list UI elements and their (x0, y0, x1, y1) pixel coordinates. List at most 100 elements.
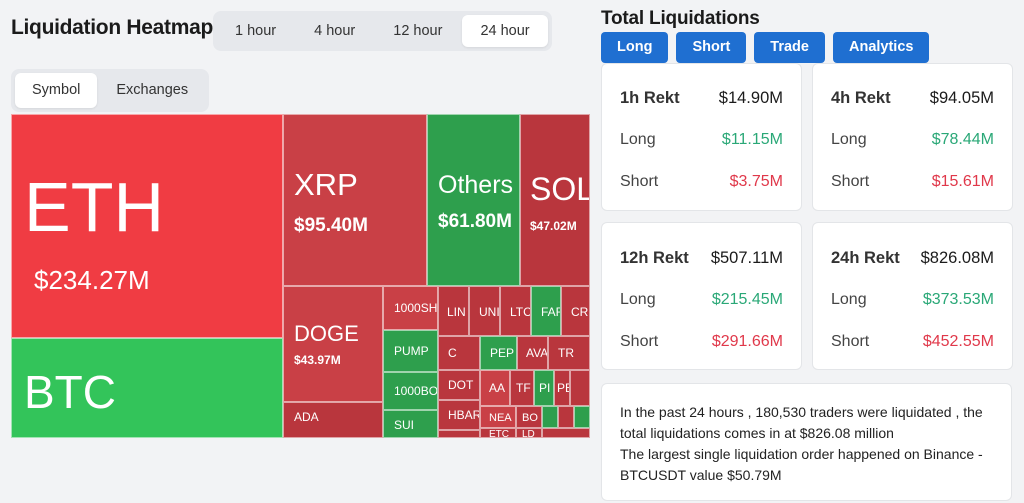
time-filter-group: 1 hour 4 hour 12 hour 24 hour (213, 11, 552, 51)
card-total: $507.11M (710, 249, 783, 267)
tile-ldo[interactable]: LD (516, 428, 542, 438)
tile-symbol: ETH (24, 168, 164, 246)
group-filter-symbol[interactable]: Symbol (15, 73, 98, 108)
tile-trx[interactable]: TR (548, 336, 590, 370)
tile-small-a[interactable] (570, 370, 590, 406)
group-filter: Symbol Exchanges (11, 69, 210, 112)
time-filter-1h[interactable]: 1 hour (235, 23, 277, 39)
card-short-row: Short $291.66M (620, 333, 783, 351)
time-filter-4h[interactable]: 4 hour (314, 23, 356, 39)
tile-link[interactable]: LIN (438, 286, 469, 336)
card-long-row: Long $11.15M (620, 131, 783, 149)
tile-xrp[interactable]: XRP $95.40M (283, 114, 427, 286)
tile-tf[interactable]: TF (510, 370, 534, 406)
tile-symbol: XRP (294, 167, 358, 202)
short-label: Short (620, 173, 659, 190)
tile-symbol: TF (516, 381, 531, 395)
tile-symbol: AA (489, 381, 506, 395)
liquidation-summary: In the past 24 hours , 180,530 traders w… (601, 383, 1012, 501)
tile-near[interactable]: NEA (480, 406, 516, 428)
tile-symbol: C (448, 346, 457, 360)
tile-avax[interactable]: AVA (517, 336, 548, 370)
card-total: $14.90M (718, 89, 783, 107)
card-period: 24h Rekt (831, 249, 900, 267)
card-header-row: 12h Rekt $507.11M (620, 249, 783, 268)
tile-1000bonk[interactable]: 1000BO (383, 372, 438, 410)
tile-pepe[interactable]: PEP (480, 336, 517, 370)
rekt-card-24h: 24h Rekt $826.08M Long $373.53M Short $4… (812, 222, 1013, 370)
long-value: $373.53M (922, 291, 994, 308)
tile-sol[interactable]: SOL $47.02M (520, 114, 590, 286)
tile-sui[interactable]: SUI (383, 410, 438, 438)
tile-hbar[interactable]: HBAR (438, 400, 480, 430)
tab-long[interactable]: Long (601, 32, 669, 63)
tile-etc[interactable]: ETC (480, 428, 516, 438)
tile-cro[interactable]: CRO (561, 286, 590, 336)
rekt-card-12h: 12h Rekt $507.11M Long $215.45M Short $2… (601, 222, 802, 370)
tile-ltc[interactable]: LTC (500, 286, 531, 336)
tile-symbol: ADA (294, 410, 319, 424)
tile-ada[interactable]: ADA (283, 402, 383, 438)
short-label: Short (620, 333, 659, 350)
tile-pb[interactable]: PB (554, 370, 570, 406)
tile-symbol: 1000SH (394, 301, 438, 315)
tile-eth[interactable]: ETH $234.27M (11, 114, 283, 338)
tab-trade[interactable]: Trade (754, 32, 825, 63)
card-long-row: Long $78.44M (831, 131, 994, 149)
tile-far[interactable]: FAR (531, 286, 561, 336)
tile-symbol: CRO (571, 305, 589, 319)
tile-others[interactable]: Others $61.80M (427, 114, 520, 286)
tile-symbol: Others (438, 171, 514, 199)
long-value: $215.45M (711, 291, 783, 308)
tile-bonk[interactable]: BO (516, 406, 542, 428)
long-label: Long (831, 291, 867, 308)
tile-small-f[interactable] (542, 428, 590, 438)
tile-symbol: UNI (479, 305, 500, 319)
tile-uni[interactable]: UNI (469, 286, 500, 336)
tab-analytics[interactable]: Analytics (832, 32, 930, 63)
tile-symbol: LTC (510, 305, 531, 319)
totals-title: Total Liquidations (601, 8, 760, 29)
tab-short[interactable]: Short (676, 32, 747, 63)
tile-symbol: ETC (489, 429, 509, 438)
tile-small-b[interactable] (438, 430, 480, 438)
tile-symbol: TR (558, 346, 574, 360)
card-period: 12h Rekt (620, 249, 689, 267)
tile-small-e[interactable] (574, 406, 590, 428)
tile-value: $234.27M (34, 265, 150, 295)
tile-value: $95.40M (294, 215, 368, 236)
card-total: $826.08M (920, 249, 994, 267)
tile-1000shib[interactable]: 1000SH (383, 286, 438, 330)
tile-value: $47.02M (530, 219, 577, 233)
short-value: $3.75M (729, 173, 783, 190)
summary-text-line2: The largest single liquidation order hap… (620, 446, 983, 483)
long-label: Long (831, 131, 867, 148)
time-filter-12h[interactable]: 12 hour (393, 23, 443, 39)
tile-symbol: PB (557, 381, 569, 395)
tile-symbol: SUI (394, 418, 415, 432)
tile-doge[interactable]: DOGE $43.97M (283, 286, 383, 402)
tile-btc[interactable]: BTC (11, 338, 283, 438)
group-filter-exchanges[interactable]: Exchanges (116, 82, 189, 98)
liquidation-treemap: ETH $234.27M BTC XRP $95.40M Others $61.… (11, 114, 590, 438)
card-total: $94.05M (929, 89, 994, 107)
totals-tabs: Long Short Trade Analytics (601, 32, 930, 63)
tile-symbol: LIN (447, 305, 466, 319)
tile-symbol: NEA (489, 412, 512, 424)
tile-pump[interactable]: PUMP (383, 330, 438, 372)
tile-symbol: DOT (448, 378, 474, 392)
long-label: Long (620, 131, 656, 148)
tile-symbol: BO (522, 412, 538, 424)
tile-symbol: BTC (24, 366, 116, 418)
tile-symbol: PI (539, 381, 551, 395)
tile-value: $61.80M (438, 211, 512, 232)
card-header-row: 4h Rekt $94.05M (831, 89, 994, 108)
tile-small-c[interactable] (542, 406, 558, 428)
tile-aa[interactable]: AA (480, 370, 510, 406)
long-label: Long (620, 291, 656, 308)
time-filter-24h[interactable]: 24 hour (462, 15, 548, 47)
tile-c[interactable]: C (438, 336, 480, 370)
tile-small-d[interactable] (558, 406, 574, 428)
tile-pi[interactable]: PI (534, 370, 554, 406)
tile-dot[interactable]: DOT (438, 370, 480, 400)
